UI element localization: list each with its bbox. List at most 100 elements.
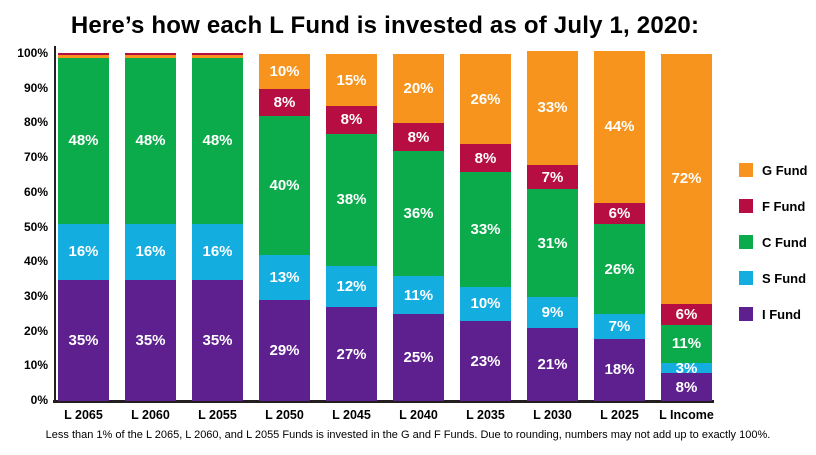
legend-swatch-i-fund [739, 307, 753, 321]
bar-segment-l-2040-i-fund: 25% [393, 314, 444, 401]
legend-label-i-fund: I Fund [762, 306, 801, 322]
bar-segment-l-2030-s-fund: 9% [527, 296, 578, 329]
y-tick-70: 70% [23, 150, 48, 165]
bar-segment-l-2050-i-fund: 29% [259, 300, 310, 401]
stacked-bar-l-2030: 21% 9% 31% 7% 33% L 2030 [527, 50, 578, 422]
bar-segment-label: 35% [135, 331, 166, 349]
bar-segment-label: 31% [537, 234, 568, 252]
bar-segment-label: 7% [608, 317, 631, 335]
y-axis: 0% 10% 20% 30% 40% 50% 60% 70% 80% 90% 100% [0, 0, 48, 455]
bar-segment-l-2025-s-fund: 7% [594, 314, 645, 339]
legend: G Fund F Fund C Fund S Fund I Fund [739, 163, 808, 343]
bar-segment-l-2030-f-fund: 7% [527, 165, 578, 190]
bar-segment-l-income-s-fund: 3% [661, 361, 712, 376]
bar-segment-l-2055-s-fund: 16% [192, 224, 243, 280]
legend-label-g-fund: G Fund [762, 162, 808, 178]
bar-segment-label: 16% [135, 243, 166, 261]
bar-segment-label: 10% [470, 295, 501, 313]
bar-segment-l-2035-i-fund: 23% [460, 321, 511, 401]
y-tick-20: 20% [23, 323, 48, 338]
bar-segment-label: 33% [470, 220, 501, 238]
bar-segment-label: 11% [671, 335, 702, 353]
y-axis-line [54, 46, 56, 402]
bar-segment-l-2045-f-fund: 8% [326, 106, 377, 134]
bar-segment-l-2060-g-fund [125, 55, 176, 58]
bar-segment-l-2040-s-fund: 11% [393, 276, 444, 315]
bar-segment-l-2030-c-fund: 31% [527, 189, 578, 297]
chart-title: Here’s how each L Fund is invested as of… [70, 12, 700, 39]
y-tick-100: 100% [17, 46, 48, 60]
legend-label-s-fund: S Fund [762, 270, 807, 286]
bar-segment-l-2065-g-fund [58, 55, 109, 58]
bar-segment-label: 26% [470, 90, 501, 108]
y-tick-30: 30% [23, 288, 48, 303]
legend-swatch-f-fund [739, 199, 753, 213]
bar-segment-label: 44% [604, 118, 635, 136]
legend-item-f-fund: F Fund [739, 199, 808, 214]
stacked-bar-l-2055: 35% 16% 48% L 2055 [192, 52, 243, 422]
x-axis-label-l-2050: L 2050 [265, 408, 304, 422]
y-tick-50: 50% [23, 219, 48, 234]
bar-segment-label: 27% [336, 345, 367, 363]
stacked-bar-l-income: 8% 3% 11% 6% 72% L Income [659, 54, 714, 422]
plot-bars: 35% 16% 48% L 2065 35% 16% 48% L 2060 35% 16% 48% L… [58, 50, 714, 422]
bar-segment-l-2065-f-fund [58, 52, 109, 56]
bar-segment-l-2060-s-fund: 16% [125, 224, 176, 280]
bar-segment-label: 6% [608, 205, 631, 223]
stacked-bar-l-2065: 35% 16% 48% L 2065 [58, 52, 109, 422]
bar-segment-l-2035-f-fund: 8% [460, 144, 511, 173]
bar-segment-label: 11% [403, 286, 434, 304]
bar-segment-l-income-c-fund: 11% [661, 324, 712, 363]
bar-segment-l-2050-g-fund: 10% [259, 54, 310, 89]
bar-segment-l-2045-i-fund: 27% [326, 307, 377, 401]
bar-segment-l-2055-i-fund: 35% [192, 279, 243, 401]
bar-segment-l-2025-f-fund: 6% [594, 203, 645, 225]
x-axis-label-l-2060: L 2060 [131, 408, 170, 422]
bar-segment-label: 23% [470, 352, 501, 370]
stacked-bar-l-2025: 18% 7% 26% 6% 44% L 2025 [594, 50, 645, 422]
bar-segment-label: 8% [407, 128, 430, 146]
x-axis-label-l-2040: L 2040 [399, 408, 438, 422]
legend-swatch-g-fund [739, 163, 753, 177]
bar-segment-l-2060-f-fund [125, 52, 176, 56]
bar-segment-label: 7% [541, 168, 564, 186]
bar-segment-l-income-g-fund: 72% [661, 54, 712, 304]
x-axis-label-l-income: L Income [659, 408, 714, 422]
y-tick-10: 10% [23, 358, 48, 373]
bar-segment-l-2060-c-fund: 48% [125, 57, 176, 225]
x-axis-label-l-2025: L 2025 [600, 408, 639, 422]
bar-segment-l-2065-c-fund: 48% [58, 57, 109, 225]
bar-segment-label: 40% [269, 177, 300, 195]
x-axis-line [53, 400, 714, 403]
footnote: Less than 1% of the L 2065, L 2060, and … [45, 429, 771, 441]
bar-segment-label: 48% [135, 132, 166, 150]
y-tick-40: 40% [23, 254, 48, 269]
bar-segment-label: 48% [68, 132, 99, 150]
x-axis-label-l-2065: L 2065 [64, 408, 103, 422]
bar-segment-l-2055-c-fund: 48% [192, 57, 243, 225]
y-tick-0: 0% [30, 393, 48, 407]
bar-segment-label: 26% [604, 260, 635, 278]
bar-segment-l-2025-c-fund: 26% [594, 224, 645, 315]
bar-segment-l-2050-s-fund: 13% [259, 255, 310, 301]
legend-item-c-fund: C Fund [739, 235, 808, 250]
bar-segment-label: 8% [474, 149, 497, 167]
y-tick-60: 60% [23, 184, 48, 199]
stacked-bar-l-2035: 23% 10% 33% 8% 26% L 2035 [460, 54, 511, 422]
bar-segment-l-2055-f-fund [192, 52, 243, 56]
bar-segment-label: 33% [537, 99, 568, 117]
y-tick-80: 80% [23, 115, 48, 130]
bar-segment-label: 8% [273, 94, 296, 112]
stacked-bar-l-2060: 35% 16% 48% L 2060 [125, 52, 176, 422]
bar-segment-label: 16% [68, 243, 99, 261]
bar-segment-label: 48% [202, 132, 233, 150]
bar-segment-l-income-f-fund: 6% [661, 303, 712, 325]
bar-segment-label: 16% [202, 243, 233, 261]
legend-item-g-fund: G Fund [739, 162, 808, 178]
bar-segment-l-2025-i-fund: 18% [594, 338, 645, 401]
bar-segment-label: 36% [403, 205, 434, 223]
bar-segment-l-2025-g-fund: 44% [594, 50, 645, 204]
bar-segment-label: 20% [403, 80, 434, 98]
bar-segment-l-2030-i-fund: 21% [527, 328, 578, 401]
bar-segment-l-2050-c-fund: 40% [259, 116, 310, 256]
